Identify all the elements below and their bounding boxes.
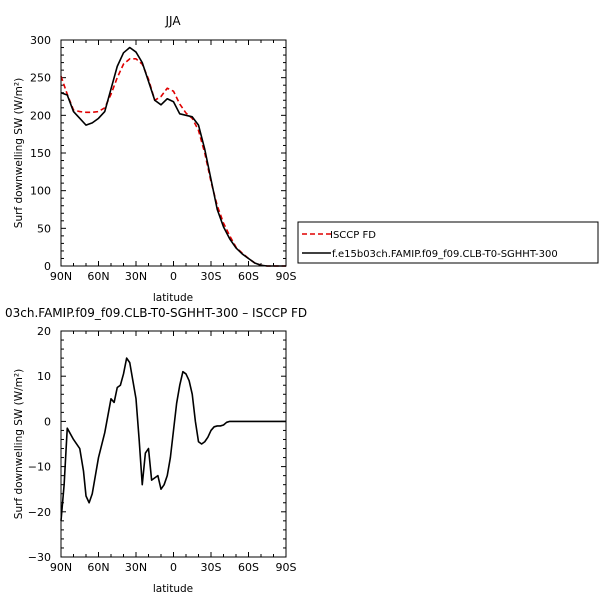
top-x-tick-label: 0 — [170, 270, 177, 283]
bottom-x-tick-label: 0 — [170, 561, 177, 574]
top-y-tick-label: 250 — [30, 72, 51, 85]
top-y-tick-label: 50 — [37, 222, 51, 235]
top-series-line-1 — [60, 46, 286, 267]
legend-label-model: f.e15b03ch.FAMIP.f09_f09.CLB-T0-SGHHT-30… — [332, 249, 558, 260]
top-x-tick-label: 30S — [201, 270, 222, 283]
bottom-x-tick-label: 90S — [276, 561, 297, 574]
bottom-x-tick-label: 30S — [201, 561, 222, 574]
top-series-line-0 — [60, 58, 286, 267]
bottom-y-tick-label: 0 — [44, 415, 51, 428]
top-panel-title: JJA — [164, 14, 181, 28]
bottom-y-tick-label: 10 — [37, 370, 51, 383]
top-y-tick-label: 100 — [30, 185, 51, 198]
top-y-tick-label: 0 — [44, 260, 51, 273]
legend: ISCCP FD f.e15b03ch.FAMIP.f09_f09.CLB-T0… — [297, 221, 599, 264]
top-panel-ylabel: Surf downwelling SW (W/m²) — [13, 78, 25, 228]
legend-label-isccp: ISCCP FD — [330, 230, 376, 241]
bottom-y-tick-label: −10 — [28, 461, 51, 474]
top-panel: JJA latitude Surf downwelling SW (W/m²) … — [13, 14, 297, 304]
bottom-series-line-0 — [60, 357, 286, 521]
bottom-panel-xlabel: latitude — [153, 583, 193, 595]
top-x-tick-label: 60N — [87, 270, 109, 283]
bottom-x-tick-label: 60S — [238, 561, 259, 574]
top-panel-xlabel: latitude — [153, 292, 193, 304]
bottom-plot-frame — [60, 330, 287, 558]
top-y-tick-label: 300 — [30, 34, 51, 47]
bottom-panel-ylabel: Surf downwelling SW (W/m²) — [13, 369, 25, 519]
bottom-x-tick-label: 60N — [87, 561, 109, 574]
top-y-tick-label: 200 — [30, 109, 51, 122]
bottom-y-tick-label: −30 — [28, 551, 51, 564]
top-x-tick-label: 90N — [50, 270, 72, 283]
bottom-panel-title: 03ch.FAMIP.f09_f09.CLB-T0-SGHHT-300 – IS… — [5, 306, 307, 320]
top-y-tick-label: 150 — [30, 147, 51, 160]
top-x-tick-label: 90S — [276, 270, 297, 283]
bottom-x-tick-label: 30N — [125, 561, 147, 574]
bottom-y-tick-label: 20 — [37, 325, 51, 338]
bottom-y-tick-label: −20 — [28, 506, 51, 519]
top-x-tick-label: 30N — [125, 270, 147, 283]
top-plot-frame — [60, 39, 287, 267]
top-x-tick-label: 60S — [238, 270, 259, 283]
legend-box — [297, 221, 599, 264]
bottom-x-tick-label: 90N — [50, 561, 72, 574]
bottom-panel: 03ch.FAMIP.f09_f09.CLB-T0-SGHHT-300 – IS… — [5, 306, 307, 595]
